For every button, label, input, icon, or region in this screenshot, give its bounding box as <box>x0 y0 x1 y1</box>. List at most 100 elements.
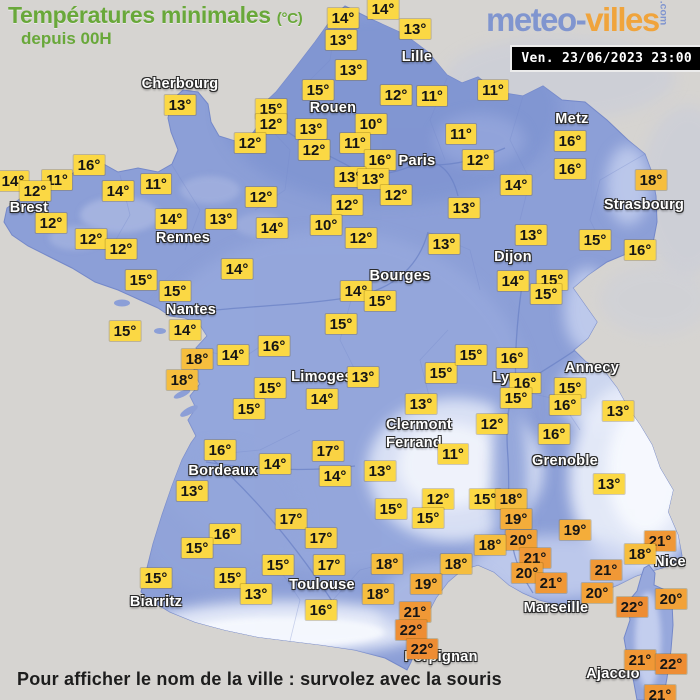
temp-badge[interactable]: 21° <box>399 602 431 622</box>
temp-badge[interactable]: 11° <box>446 124 476 144</box>
temp-badge[interactable]: 13° <box>593 474 625 494</box>
temp-badge[interactable]: 12° <box>75 229 107 249</box>
temp-badge[interactable]: 16° <box>624 240 656 260</box>
temp-badge[interactable]: 14° <box>327 8 359 28</box>
temp-badge[interactable]: 14° <box>367 0 399 19</box>
temp-badge[interactable]: 15° <box>364 291 396 311</box>
temp-badge[interactable]: 15° <box>325 314 357 334</box>
temp-badge[interactable]: 13° <box>347 367 379 387</box>
temp-badge[interactable]: 15° <box>262 555 294 575</box>
temp-badge[interactable]: 11° <box>478 80 508 100</box>
temp-badge[interactable]: 12° <box>380 185 412 205</box>
temp-badge[interactable]: 18° <box>495 489 527 509</box>
temp-badge[interactable]: 11° <box>141 174 171 194</box>
temp-badge[interactable]: 16° <box>364 150 396 170</box>
temp-badge[interactable]: 21° <box>535 573 567 593</box>
temp-badge[interactable]: 14° <box>319 466 351 486</box>
temp-badge[interactable]: 15° <box>214 568 246 588</box>
temp-badge[interactable]: 14° <box>221 259 253 279</box>
temp-badge[interactable]: 17° <box>275 509 307 529</box>
temp-badge[interactable]: 16° <box>305 600 337 620</box>
temp-badge[interactable]: 15° <box>425 363 457 383</box>
temp-badge[interactable]: 21° <box>644 685 676 700</box>
temp-badge[interactable]: 19° <box>559 520 591 540</box>
temp-badge[interactable]: 10° <box>355 114 387 134</box>
temp-badge[interactable]: 14° <box>102 181 134 201</box>
temp-badge[interactable]: 15° <box>469 489 501 509</box>
temp-badge[interactable]: 12° <box>19 181 51 201</box>
temp-badge[interactable]: 12° <box>380 85 412 105</box>
temp-badge[interactable]: 22° <box>395 620 427 640</box>
temp-badge[interactable]: 12° <box>255 114 287 134</box>
temp-badge[interactable]: 15° <box>455 345 487 365</box>
temp-badge[interactable]: 13° <box>448 198 480 218</box>
temp-badge[interactable]: 15° <box>579 230 611 250</box>
temp-badge[interactable]: 15° <box>500 388 532 408</box>
temp-badge[interactable]: 16° <box>549 395 581 415</box>
temp-badge[interactable]: 17° <box>305 528 337 548</box>
temp-badge[interactable]: 19° <box>500 509 532 529</box>
temp-badge[interactable]: 22° <box>655 654 687 674</box>
temp-badge[interactable]: 13° <box>602 401 634 421</box>
temp-badge[interactable]: 14° <box>169 320 201 340</box>
temp-badge[interactable]: 20° <box>511 563 543 583</box>
temp-badge[interactable]: 13° <box>405 394 437 414</box>
temp-badge[interactable]: 19° <box>410 574 442 594</box>
temp-badge[interactable]: 15° <box>412 508 444 528</box>
temp-badge[interactable]: 16° <box>209 524 241 544</box>
temp-badge[interactable]: 15° <box>302 80 334 100</box>
temp-badge[interactable]: 14° <box>340 281 372 301</box>
temp-badge[interactable]: 18° <box>635 170 667 190</box>
temp-badge[interactable]: 13° <box>240 584 272 604</box>
temp-badge[interactable]: 15° <box>554 378 586 398</box>
temp-badge[interactable]: 16° <box>204 440 236 460</box>
temp-badge[interactable]: 18° <box>166 370 198 390</box>
temp-badge[interactable]: 16° <box>496 348 528 368</box>
temp-badge[interactable]: 13° <box>205 209 237 229</box>
temp-badge[interactable]: 14° <box>497 271 529 291</box>
temp-badge[interactable]: 11° <box>340 133 370 153</box>
temp-badge[interactable]: 12° <box>245 187 277 207</box>
temp-badge[interactable]: 13° <box>335 60 367 80</box>
temp-badge[interactable]: 12° <box>298 140 330 160</box>
temp-badge[interactable]: 20° <box>505 530 537 550</box>
meteo-villes-logo[interactable]: meteo-villes.com <box>486 1 683 39</box>
temp-badge[interactable]: 20° <box>581 583 613 603</box>
temp-badge[interactable]: 16° <box>538 424 570 444</box>
temp-badge[interactable]: 16° <box>73 155 105 175</box>
temp-badge[interactable]: 12° <box>422 489 454 509</box>
temp-badge[interactable]: 13° <box>176 481 208 501</box>
temp-badge[interactable]: 12° <box>234 133 266 153</box>
temp-badge[interactable]: 18° <box>440 554 472 574</box>
temp-badge[interactable]: 15° <box>159 281 191 301</box>
temp-badge[interactable]: 22° <box>616 597 648 617</box>
temp-badge[interactable]: 13° <box>325 30 357 50</box>
temp-badge[interactable]: 18° <box>371 554 403 574</box>
temp-badge[interactable]: 13° <box>428 234 460 254</box>
temp-badge[interactable]: 21° <box>590 560 622 580</box>
temp-badge[interactable]: 14° <box>217 345 249 365</box>
temp-badge[interactable]: 17° <box>312 441 344 461</box>
temp-badge[interactable]: 16° <box>258 336 290 356</box>
temp-badge[interactable]: 14° <box>306 389 338 409</box>
temp-badge[interactable]: 14° <box>500 175 532 195</box>
temp-badge[interactable]: 21° <box>624 650 656 670</box>
temp-badge[interactable]: 22° <box>406 639 438 659</box>
temp-badge[interactable]: 15° <box>125 270 157 290</box>
temp-badge[interactable]: 12° <box>476 414 508 434</box>
temp-badge[interactable]: 18° <box>362 584 394 604</box>
temp-badge[interactable]: 10° <box>310 215 342 235</box>
temp-badge[interactable]: 15° <box>181 538 213 558</box>
temp-badge[interactable]: 18° <box>474 535 506 555</box>
temp-badge[interactable]: 15° <box>375 499 407 519</box>
temp-badge[interactable]: 18° <box>624 544 656 564</box>
temp-badge[interactable]: 13° <box>399 19 431 39</box>
temp-badge[interactable]: 15° <box>254 378 286 398</box>
temp-badge[interactable]: 13° <box>357 169 389 189</box>
temp-badge[interactable]: 18° <box>181 349 213 369</box>
temp-badge[interactable]: 14° <box>155 209 187 229</box>
temp-badge[interactable]: 12° <box>105 239 137 259</box>
temp-badge[interactable]: 15° <box>233 399 265 419</box>
temp-badge[interactable]: 14° <box>256 218 288 238</box>
temp-badge[interactable]: 17° <box>313 555 345 575</box>
